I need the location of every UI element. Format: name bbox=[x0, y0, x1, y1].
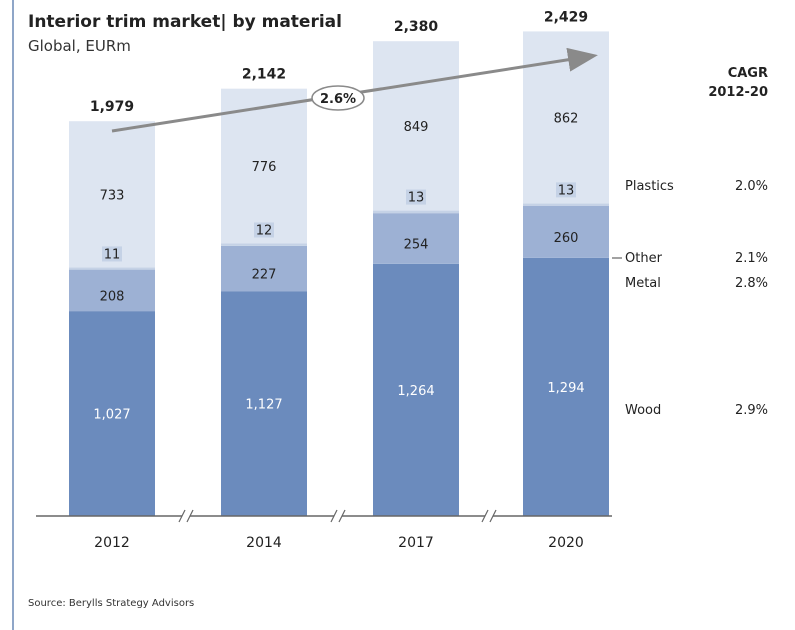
value-label-other-2017: 13 bbox=[408, 191, 425, 206]
value-label-metal-2012: 208 bbox=[100, 289, 125, 304]
total-label-2017: 2,380 bbox=[394, 19, 439, 35]
cagr-value-metal: 2.8% bbox=[735, 276, 768, 291]
axis-break-gap-3 bbox=[485, 510, 493, 522]
bar-other-2014 bbox=[221, 243, 307, 246]
bar-metal-2017 bbox=[373, 213, 459, 264]
legend-label-plastics: Plastics bbox=[625, 179, 674, 194]
total-label-2014: 2,142 bbox=[242, 67, 286, 83]
value-label-other-2012: 11 bbox=[104, 247, 121, 262]
total-label-2012: 1,979 bbox=[90, 99, 134, 115]
cagr-header-line2: 2012-20 bbox=[708, 85, 768, 100]
cagr-value-wood: 2.9% bbox=[735, 403, 768, 418]
total-label-2020: 2,429 bbox=[544, 9, 588, 25]
other-value-badge-2020 bbox=[556, 182, 576, 198]
legend-label-wood: Wood bbox=[625, 403, 661, 418]
axis-break-mark-1b bbox=[186, 509, 194, 523]
cagr-value-other: 2.1% bbox=[735, 251, 768, 266]
other-value-badge-2012 bbox=[102, 246, 122, 262]
value-label-wood-2014: 1,127 bbox=[245, 398, 282, 413]
bar-plastics-2012 bbox=[69, 121, 155, 268]
value-label-wood-2020: 1,294 bbox=[547, 381, 584, 396]
value-label-plastics-2014: 776 bbox=[252, 160, 277, 175]
value-label-other-2014: 12 bbox=[256, 223, 273, 238]
axis-break-gap-1 bbox=[182, 510, 190, 522]
bar-metal-2012 bbox=[69, 269, 155, 312]
bar-wood-2020 bbox=[523, 257, 609, 516]
cagr-header-line1: CAGR bbox=[728, 66, 768, 81]
bar-wood-2012 bbox=[69, 311, 155, 516]
axis-break-mark-2a bbox=[330, 509, 338, 523]
axis-break-gap-2 bbox=[334, 510, 342, 522]
value-label-metal-2017: 254 bbox=[404, 237, 429, 252]
category-label-2020: 2020 bbox=[548, 535, 584, 551]
value-label-plastics-2017: 849 bbox=[404, 120, 429, 135]
value-label-plastics-2020: 862 bbox=[554, 111, 579, 126]
growth-rate-label: 2.6% bbox=[320, 92, 356, 107]
bar-plastics-2017 bbox=[373, 41, 459, 211]
legend-label-other: Other bbox=[625, 251, 663, 266]
value-label-other-2020: 13 bbox=[558, 183, 575, 198]
chart-title: Interior trim market| by material bbox=[28, 12, 342, 32]
axis-break-mark-2b bbox=[338, 509, 346, 523]
axis-break-mark-1a bbox=[178, 509, 186, 523]
axis-break-mark-3b bbox=[489, 509, 497, 523]
left-accent-rule bbox=[12, 0, 14, 630]
value-label-wood-2017: 1,264 bbox=[397, 384, 434, 399]
other-value-badge-2017 bbox=[406, 189, 426, 205]
axis-break-mark-3a bbox=[481, 509, 489, 523]
source-note: Source: Berylls Strategy Advisors bbox=[28, 598, 195, 609]
category-label-2017: 2017 bbox=[398, 535, 434, 551]
growth-badge: 2.6% bbox=[311, 85, 365, 111]
value-label-plastics-2012: 733 bbox=[100, 188, 125, 203]
bar-wood-2017 bbox=[373, 263, 459, 516]
bar-metal-2014 bbox=[221, 245, 307, 292]
chart-subtitle: Global, EURm bbox=[28, 37, 131, 55]
other-value-badge-2014 bbox=[254, 222, 274, 238]
bar-metal-2020 bbox=[523, 205, 609, 258]
legend-label-metal: Metal bbox=[625, 276, 661, 291]
bar-other-2017 bbox=[373, 210, 459, 214]
value-label-metal-2014: 227 bbox=[252, 268, 277, 283]
bar-plastics-2014 bbox=[221, 88, 307, 244]
value-label-metal-2020: 260 bbox=[554, 231, 579, 246]
cagr-value-plastics: 2.0% bbox=[735, 179, 768, 194]
bar-wood-2014 bbox=[221, 291, 307, 516]
category-label-2012: 2012 bbox=[94, 535, 130, 551]
bar-other-2012 bbox=[69, 267, 155, 270]
value-label-wood-2012: 1,027 bbox=[93, 408, 130, 423]
bar-other-2020 bbox=[523, 203, 609, 206]
category-label-2014: 2014 bbox=[246, 535, 282, 551]
